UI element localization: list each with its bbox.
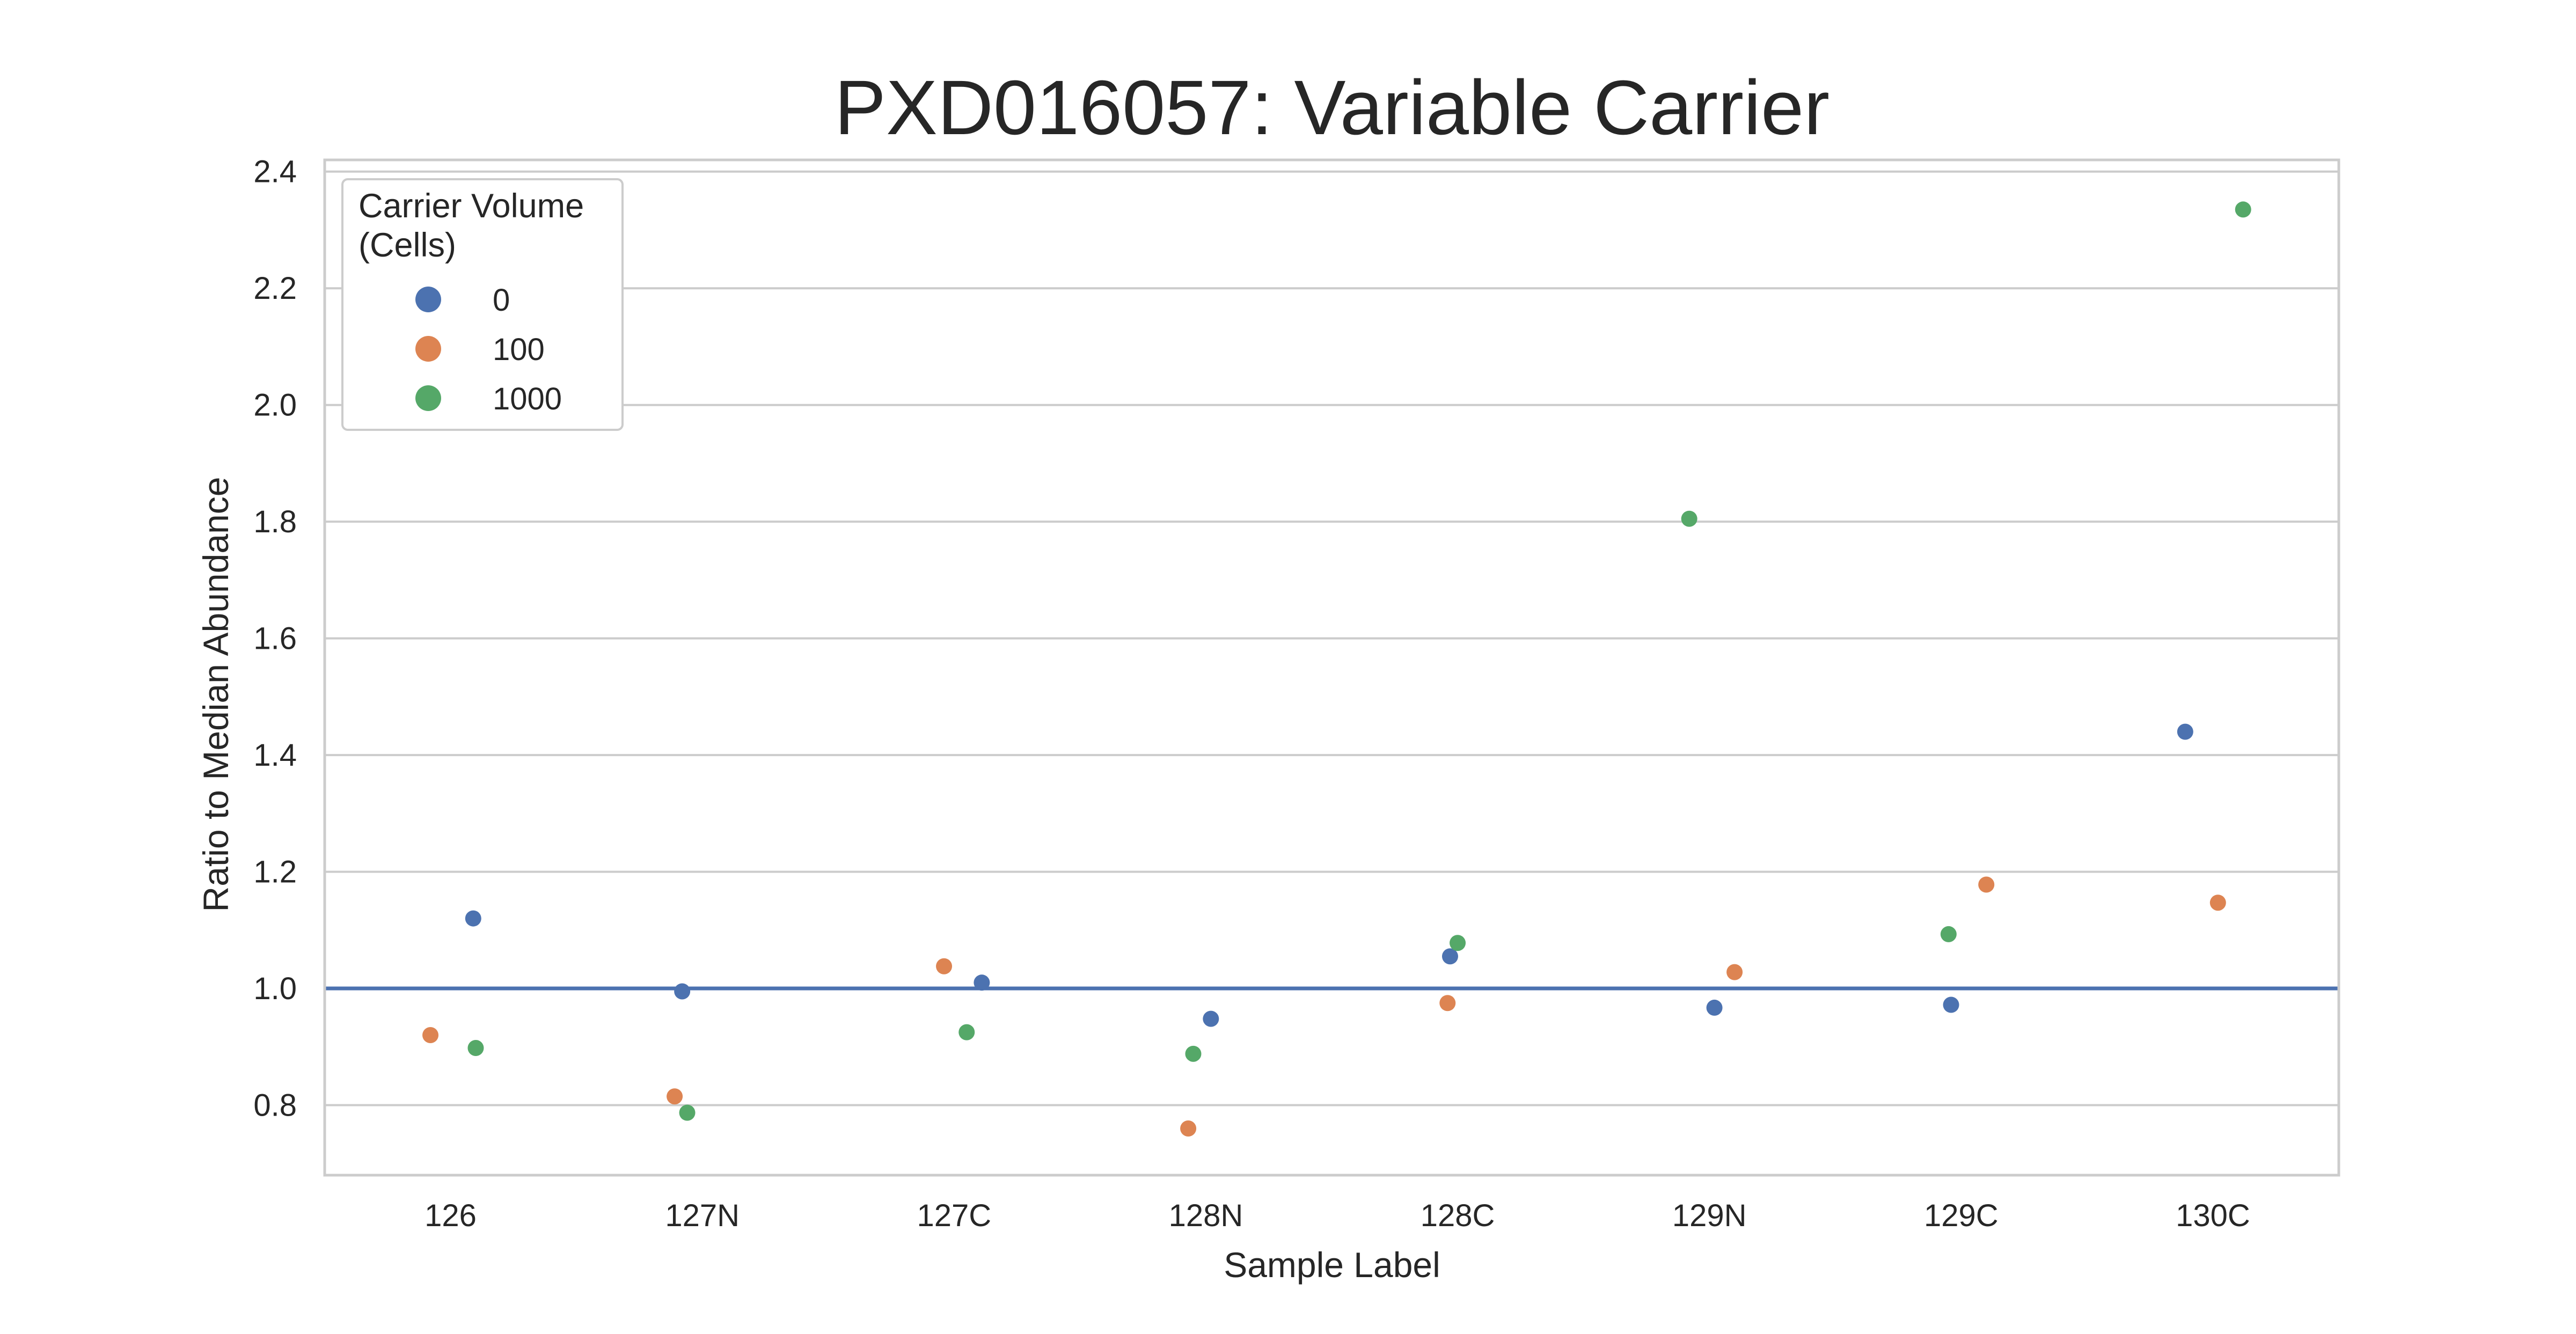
data-point-0 xyxy=(1706,999,1723,1016)
y-tick-label: 0.8 xyxy=(253,1088,297,1123)
legend-items: 0 100 1000 xyxy=(415,283,562,416)
data-point-0 xyxy=(1943,996,1959,1013)
legend-label-0: 0 xyxy=(493,283,510,318)
y-tick-label: 1.6 xyxy=(253,621,297,656)
x-tick-label: 129N xyxy=(1672,1198,1747,1233)
x-tick-labels: 126 127N 127C 128N 128C 129N 129C 130C xyxy=(425,1198,2250,1233)
y-tick-label: 2.2 xyxy=(253,271,297,306)
data-point-1000 xyxy=(1940,926,1957,942)
chart-title: PXD016057: Variable Carrier xyxy=(835,64,1829,151)
data-point-100 xyxy=(1180,1120,1197,1137)
data-point-100 xyxy=(936,958,953,974)
data-point-1000 xyxy=(1681,510,1697,527)
data-point-1000 xyxy=(1450,935,1466,951)
y-tick-label: 2.4 xyxy=(253,155,297,189)
data-point-1000 xyxy=(1185,1045,1202,1062)
plot-border xyxy=(323,158,2340,1177)
plot-frame xyxy=(323,158,2340,1177)
x-tick-label: 128C xyxy=(1421,1198,1495,1233)
y-tick-label: 1.4 xyxy=(253,738,297,773)
y-tick-labels: 0.8 1.0 1.2 1.4 1.6 1.8 2.0 2.2 2.4 xyxy=(253,155,297,1123)
legend-label-1000: 1000 xyxy=(493,382,562,416)
data-point-100 xyxy=(667,1088,683,1105)
data-point-100 xyxy=(422,1027,439,1044)
data-point-0 xyxy=(1203,1010,1219,1027)
x-tick-label: 130C xyxy=(2176,1198,2250,1233)
y-axis-label: Ratio to Median Abundance xyxy=(196,477,236,912)
legend: Carrier Volume (Cells) 0 100 1000 xyxy=(341,178,624,431)
y-tick-label: 1.2 xyxy=(253,855,297,890)
data-point-100 xyxy=(2209,895,2226,911)
data-point-0 xyxy=(1441,948,1458,965)
y-tick-label: 1.8 xyxy=(253,504,297,539)
data-point-0 xyxy=(674,983,691,1000)
legend-label-100: 100 xyxy=(493,332,545,367)
x-tick-label: 126 xyxy=(425,1198,477,1233)
data-point-1000 xyxy=(679,1104,696,1121)
y-tick-label: 2.0 xyxy=(253,388,297,423)
data-point-1000 xyxy=(467,1039,484,1056)
x-tick-label: 128N xyxy=(1169,1198,1243,1233)
data-point-1000 xyxy=(958,1024,975,1040)
legend-marker-0 xyxy=(415,287,441,312)
data-points xyxy=(422,201,2251,1137)
data-point-1000 xyxy=(2235,201,2251,218)
x-tick-label: 127C xyxy=(917,1198,991,1233)
data-point-100 xyxy=(1978,876,1995,893)
data-point-0 xyxy=(2177,723,2193,740)
x-tick-label: 127N xyxy=(665,1198,740,1233)
legend-title-line2: (Cells) xyxy=(358,226,456,264)
legend-marker-100 xyxy=(415,336,441,362)
x-axis-label: Sample Label xyxy=(1224,1245,1440,1285)
y-tick-label: 1.0 xyxy=(253,971,297,1006)
x-tick-label: 129C xyxy=(1924,1198,1999,1233)
data-point-0 xyxy=(465,910,481,927)
data-point-100 xyxy=(1726,964,1743,980)
data-point-100 xyxy=(1439,995,1456,1012)
legend-title-line1: Carrier Volume xyxy=(358,187,584,225)
legend-marker-1000 xyxy=(415,385,441,411)
data-point-0 xyxy=(974,974,990,991)
legend-box xyxy=(341,178,624,431)
